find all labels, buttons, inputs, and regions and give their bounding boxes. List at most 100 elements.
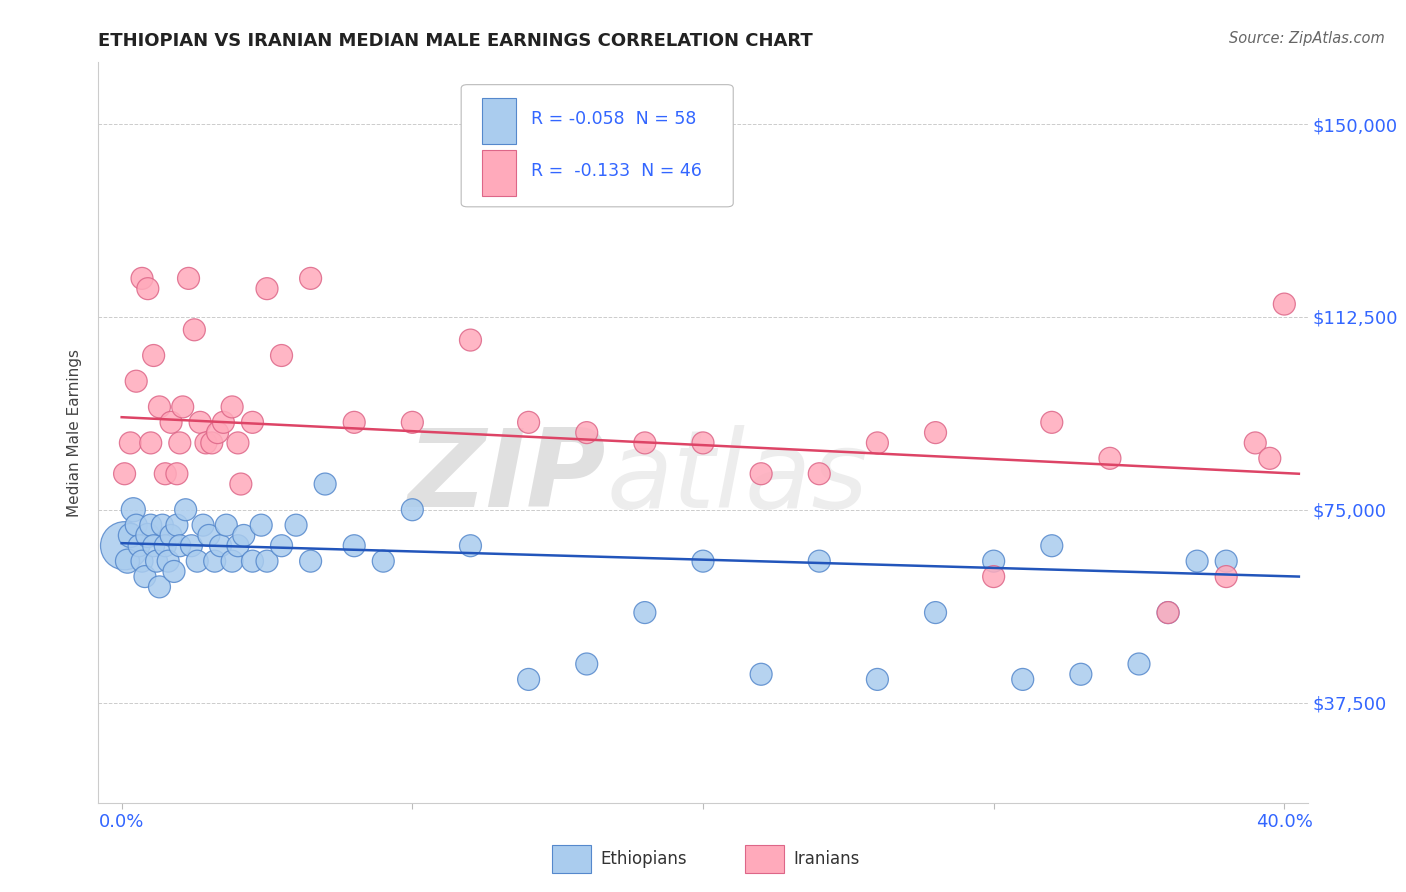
Point [1215, 554, 1237, 568]
Point [155, 539, 177, 553]
Point [212, 415, 235, 429]
Text: ZIP: ZIP [408, 424, 606, 530]
Point [191, 518, 214, 533]
Point [136, 282, 159, 296]
Point [148, 400, 170, 414]
Point [155, 467, 177, 481]
Point [270, 539, 292, 553]
Point [204, 554, 226, 568]
Point [142, 539, 165, 553]
Point [401, 502, 423, 516]
Point [314, 477, 336, 491]
Text: R = -0.058  N = 58: R = -0.058 N = 58 [531, 111, 697, 128]
Point [749, 467, 772, 481]
Point [160, 528, 183, 542]
Point [808, 467, 831, 481]
Point [207, 425, 229, 440]
Point [194, 436, 217, 450]
Point [131, 554, 153, 568]
Point [131, 271, 153, 285]
Point [125, 518, 148, 533]
Point [1157, 606, 1180, 620]
Point [634, 436, 657, 450]
Point [575, 425, 598, 440]
Point [201, 436, 224, 450]
Point [924, 425, 946, 440]
Point [125, 374, 148, 388]
Point [114, 467, 136, 481]
Point [114, 539, 136, 553]
Point [343, 539, 366, 553]
Point [166, 467, 188, 481]
Point [232, 528, 254, 542]
Point [139, 436, 162, 450]
Point [373, 554, 395, 568]
Point [180, 539, 202, 553]
Point [142, 349, 165, 363]
Point [134, 569, 156, 583]
Point [157, 554, 180, 568]
Point [226, 539, 249, 553]
Point [1011, 673, 1033, 687]
Point [401, 415, 423, 429]
Text: ETHIOPIAN VS IRANIAN MEDIAN MALE EARNINGS CORRELATION CHART: ETHIOPIAN VS IRANIAN MEDIAN MALE EARNING… [98, 32, 813, 50]
Point [169, 539, 191, 553]
Point [1098, 451, 1121, 466]
Point [1215, 569, 1237, 583]
Point [120, 436, 142, 450]
Point [117, 554, 139, 568]
Point [692, 554, 714, 568]
Point [1272, 297, 1295, 311]
Point [1070, 667, 1092, 681]
Point [215, 518, 238, 533]
Point [242, 554, 264, 568]
Point [634, 606, 657, 620]
Point [299, 271, 322, 285]
Point [460, 333, 482, 347]
Point [1157, 606, 1180, 620]
Point [169, 436, 191, 450]
Point [120, 528, 142, 542]
Y-axis label: Median Male Earnings: Median Male Earnings [67, 349, 83, 516]
Point [166, 518, 188, 533]
Point [1244, 436, 1267, 450]
Text: Ethiopians: Ethiopians [600, 850, 688, 868]
Point [1040, 539, 1063, 553]
Point [983, 554, 1005, 568]
Point [1258, 451, 1281, 466]
Point [1040, 415, 1063, 429]
FancyBboxPatch shape [461, 85, 734, 207]
Point [221, 554, 243, 568]
Point [1128, 657, 1150, 671]
Point [749, 667, 772, 681]
Point [866, 673, 889, 687]
Point [172, 400, 194, 414]
Point [150, 518, 173, 533]
Point [160, 415, 183, 429]
FancyBboxPatch shape [482, 98, 516, 144]
Point [924, 606, 946, 620]
Point [186, 554, 208, 568]
Point [270, 349, 292, 363]
Point [256, 282, 278, 296]
Point [122, 502, 145, 516]
Point [517, 415, 540, 429]
Point [148, 580, 170, 594]
Point [983, 569, 1005, 583]
Point [242, 415, 264, 429]
Point [139, 518, 162, 533]
Point [256, 554, 278, 568]
Point [188, 415, 211, 429]
Point [221, 400, 243, 414]
Point [145, 554, 167, 568]
Point [692, 436, 714, 450]
Point [229, 477, 252, 491]
Point [460, 539, 482, 553]
Point [866, 436, 889, 450]
Text: Source: ZipAtlas.com: Source: ZipAtlas.com [1229, 31, 1385, 46]
Point [808, 554, 831, 568]
Point [198, 528, 221, 542]
Point [163, 565, 186, 579]
Point [183, 323, 205, 337]
Point [136, 528, 159, 542]
